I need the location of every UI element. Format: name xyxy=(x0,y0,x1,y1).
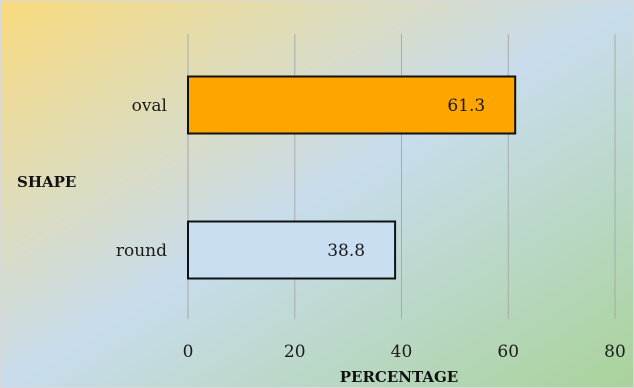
data-label-oval: 61.3 xyxy=(447,96,485,116)
x-tick-label-3: 60 xyxy=(497,342,519,362)
bar-round xyxy=(187,220,397,280)
category-labels: oval round xyxy=(116,96,167,261)
data-label-round: 38.8 xyxy=(327,241,365,261)
x-tick-label-4: 80 xyxy=(604,342,626,362)
x-tick-label-2: 40 xyxy=(391,342,413,362)
category-label-round: round xyxy=(116,241,167,261)
bar-oval xyxy=(187,75,517,135)
y-axis-title: SHAPE xyxy=(17,173,76,191)
x-axis-ticks: 0 20 40 60 80 xyxy=(183,342,626,362)
category-label-oval: oval xyxy=(132,96,167,116)
x-axis-title: PERCENTAGE xyxy=(340,368,458,386)
bars: 61.3 38.8 xyxy=(187,75,517,280)
x-tick-label-0: 0 xyxy=(183,342,194,362)
x-tick-label-1: 20 xyxy=(284,342,306,362)
